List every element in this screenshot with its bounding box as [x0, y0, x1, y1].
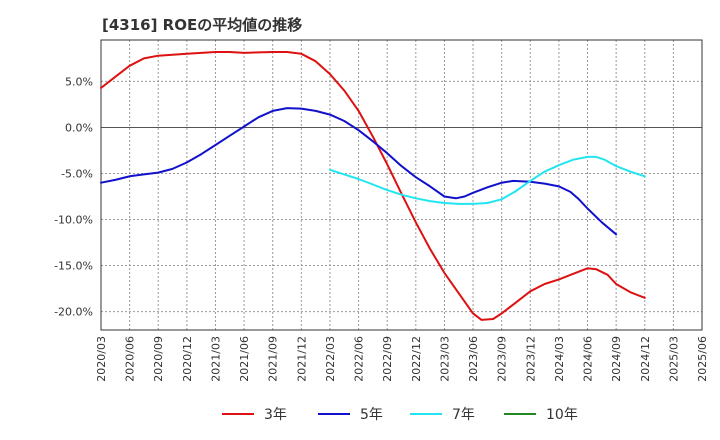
x-tick-label: 2022/03: [324, 336, 337, 382]
x-tick-label: 2025/06: [696, 336, 709, 382]
x-tick-label: 2022/06: [353, 336, 366, 382]
y-tick-label: -10.0%: [54, 214, 93, 227]
chart-title: [4316] ROEの平均値の推移: [102, 16, 302, 34]
x-tick-label: 2024/03: [553, 336, 566, 382]
series-line-7年: [329, 155, 646, 205]
x-tick-label: 2020/06: [124, 336, 137, 382]
x-tick-label: 2023/09: [496, 336, 509, 382]
legend-label: 5年: [360, 407, 383, 423]
legend-label: 10年: [546, 407, 578, 423]
legend-label: 7年: [452, 407, 475, 423]
x-tick-label: 2024/12: [639, 336, 652, 382]
x-tick-label: 2023/12: [524, 336, 537, 382]
x-tick-label: 2021/06: [238, 336, 251, 382]
series-line-5年: [100, 107, 618, 236]
x-tick-label: 2023/06: [467, 336, 480, 382]
x-tick-label: 2024/06: [582, 336, 595, 382]
x-tick-label: 2020/09: [152, 336, 165, 382]
series-line-3年: [100, 51, 646, 321]
y-tick-label: -20.0%: [54, 306, 93, 319]
x-tick-label: 2020/12: [181, 336, 194, 382]
legend: 3年 5年 7年 10年: [222, 407, 578, 423]
y-tick-label: 0.0%: [65, 121, 93, 134]
x-tick-label: 2022/12: [410, 336, 423, 382]
legend-label: 3年: [264, 407, 287, 423]
y-tick-label: -5.0%: [61, 167, 93, 180]
x-tick-label: 2021/03: [209, 336, 222, 382]
x-tick-label: 2021/12: [295, 336, 308, 382]
x-tick-label: 2025/03: [667, 336, 680, 382]
x-tick-label: 2022/09: [381, 336, 394, 382]
y-tick-label: -15.0%: [54, 260, 93, 273]
x-tick-label: 2023/03: [438, 336, 451, 382]
plot-area: 5.0% 0.0% -5.0% -10.0% -15.0% -20.0% 2020/03 20…: [54, 39, 709, 382]
plot-frame: [100, 39, 703, 331]
x-tick-label: 2020/03: [95, 336, 108, 382]
y-tick-label: 5.0%: [65, 75, 93, 88]
x-tick-label: 2021/09: [267, 336, 280, 382]
x-tick-label: 2024/09: [610, 336, 623, 382]
